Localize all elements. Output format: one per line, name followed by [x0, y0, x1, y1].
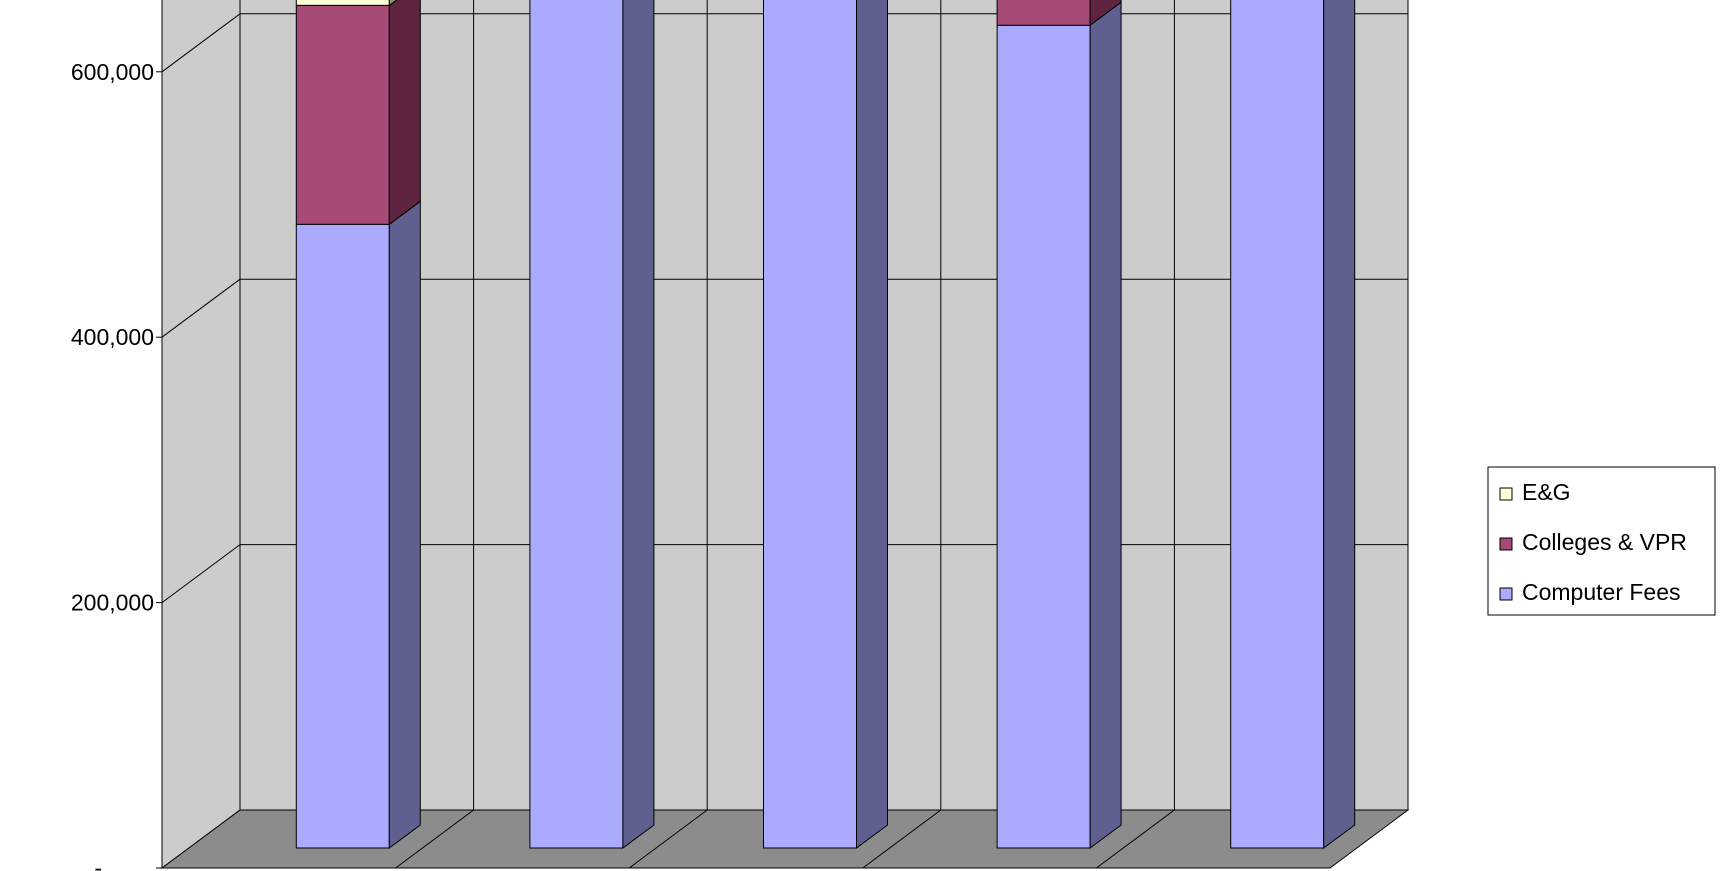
y-tick-label: 400,000: [71, 324, 154, 350]
bar-segment-front: [295, 4, 390, 225]
bar-segment-front: [295, 223, 390, 849]
y-tick-label: 200,000: [71, 590, 154, 616]
bar-segment: [996, 1, 1122, 849]
bars: [295, 0, 1356, 849]
legend-box: [1487, 466, 1716, 616]
legend: E&G Colleges & VPR Computer Fees: [1487, 466, 1716, 616]
bar-segment-front: [996, 0, 1091, 26]
gridline-side: [161, 13, 241, 73]
bar-segment: [1230, 0, 1356, 849]
y-tick-label: 600,000: [71, 59, 154, 85]
floor-divider: [862, 809, 942, 869]
y-tick-label: -: [94, 855, 102, 871]
bar-segment-side: [1323, 0, 1356, 849]
bar-segment: [295, 0, 421, 226]
gridline-side: [161, 278, 241, 338]
gridline-side: [161, 544, 241, 604]
legend-swatch: [1499, 537, 1513, 551]
legend-label: Computer Fees: [1522, 579, 1681, 605]
bar-segment-side: [856, 0, 888, 849]
floor-divider: [395, 809, 474, 869]
side-wall: [161, 0, 241, 869]
bar-segment-front: [295, 0, 390, 6]
bar-segment-front: [996, 24, 1091, 849]
bar-segment-side: [388, 0, 421, 226]
bar-segment-side: [622, 0, 655, 849]
bar-segment: [295, 200, 421, 849]
bar-segment: [529, 0, 655, 849]
bar-segment-side: [1089, 0, 1122, 27]
bar-segment-side: [1089, 1, 1122, 849]
legend-label: Colleges & VPR: [1522, 529, 1687, 555]
bar-segment-side: [388, 200, 421, 849]
floor-divider: [1096, 809, 1175, 869]
bar-segment: [295, 0, 398, 7]
bar-segment-side: [388, 0, 398, 7]
bar-segment-front: [529, 0, 624, 849]
legend-label: E&G: [1522, 479, 1571, 505]
legend-swatch: [1499, 487, 1513, 501]
legend-swatch: [1499, 587, 1513, 601]
bar-segment: [763, 0, 888, 849]
floor-divider: [628, 809, 708, 869]
bar-segment: [996, 0, 1122, 27]
bar-segment-front: [763, 0, 857, 849]
bar-segment-front: [1230, 0, 1325, 849]
y-axis: -200,000400,000600,000800,0001,000,0001,…: [71, 59, 162, 871]
